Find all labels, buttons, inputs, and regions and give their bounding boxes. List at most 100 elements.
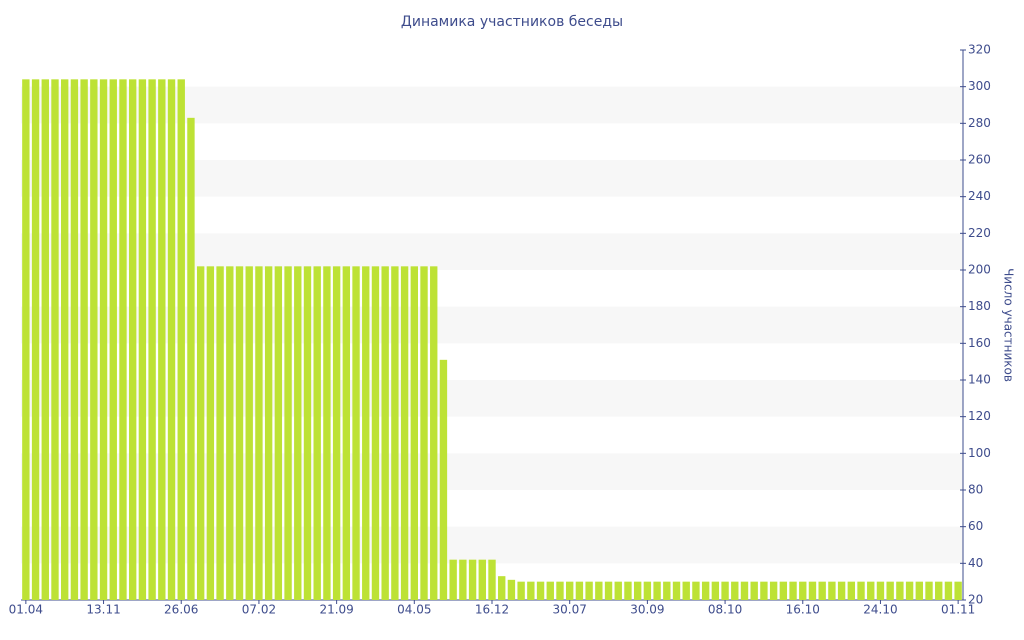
- bar: [731, 581, 739, 600]
- bar: [206, 266, 215, 600]
- bar: [614, 581, 622, 600]
- bar: [352, 266, 360, 600]
- y-tick-label: 200: [968, 263, 991, 277]
- bar: [264, 266, 273, 600]
- bar: [935, 581, 943, 600]
- bar: [342, 266, 351, 600]
- bar: [711, 581, 720, 600]
- bar: [187, 117, 195, 600]
- bar: [138, 79, 147, 601]
- x-tick-label: 16.10: [786, 603, 820, 617]
- bar: [556, 581, 564, 600]
- bar: [284, 266, 292, 600]
- bar: [575, 581, 584, 600]
- bar: [439, 359, 448, 600]
- x-tick-label: 26.06: [164, 603, 198, 617]
- y-tick-label: 20: [968, 593, 983, 607]
- bar: [653, 581, 661, 600]
- bar: [818, 581, 826, 600]
- y-tick-label: 280: [968, 116, 991, 130]
- x-tick-label: 24.10: [863, 603, 897, 617]
- bar: [905, 581, 914, 600]
- bar: [381, 266, 389, 600]
- bar: [128, 79, 137, 601]
- bar: [430, 266, 438, 600]
- bar: [517, 581, 525, 600]
- bar: [109, 79, 117, 601]
- bar: [624, 581, 632, 600]
- bar: [488, 559, 496, 600]
- y-tick-label: 240: [968, 189, 991, 203]
- bar: [323, 266, 331, 600]
- bar: [760, 581, 768, 600]
- x-tick-label: 30.09: [630, 603, 664, 617]
- bar: [857, 581, 865, 600]
- bar: [682, 581, 690, 600]
- y-tick-label: 220: [968, 226, 991, 240]
- y-tick-label: 80: [968, 483, 983, 497]
- bar: [954, 581, 962, 600]
- bar: [886, 581, 894, 600]
- bar: [595, 581, 603, 600]
- bar: [925, 581, 933, 600]
- bar: [692, 581, 700, 600]
- bar: [70, 79, 79, 601]
- y-tick-label: 100: [968, 446, 991, 460]
- bar: [80, 79, 88, 601]
- bar: [90, 79, 98, 601]
- bar: [410, 266, 418, 600]
- bar: [420, 266, 428, 600]
- bar: [507, 579, 516, 600]
- y-tick-label: 140: [968, 373, 991, 387]
- bar: [61, 79, 69, 601]
- bar: [245, 266, 253, 600]
- bar: [274, 266, 283, 600]
- bar: [148, 79, 156, 601]
- bar: [546, 581, 554, 600]
- bar: [808, 581, 817, 600]
- bar: [721, 581, 729, 600]
- bar: [604, 581, 613, 600]
- bar: [585, 581, 593, 600]
- bar: [235, 266, 244, 600]
- x-tick-label: 08.10: [708, 603, 742, 617]
- y-tick-label: 320: [968, 43, 991, 57]
- x-tick-label: 30.07: [553, 603, 587, 617]
- bar: [896, 581, 904, 600]
- x-tick-label: 04.05: [397, 603, 431, 617]
- bar: [750, 581, 758, 600]
- bar: [371, 266, 380, 600]
- bar: [799, 581, 807, 600]
- bar: [847, 581, 856, 600]
- bar: [789, 581, 797, 600]
- x-tick-label: 16.12: [475, 603, 509, 617]
- y-tick-label: 260: [968, 153, 991, 167]
- y-tick-label: 120: [968, 409, 991, 423]
- bar: [303, 266, 312, 600]
- y-tick-label: 180: [968, 299, 991, 313]
- y-tick-label: 40: [968, 556, 983, 570]
- bar: [527, 581, 535, 600]
- bar: [119, 79, 127, 601]
- bar: [167, 79, 176, 601]
- bar: [226, 266, 234, 600]
- bar: [177, 79, 185, 601]
- bar: [313, 266, 321, 600]
- bar: [31, 79, 40, 601]
- bar: [663, 581, 671, 600]
- bar: [99, 79, 108, 601]
- bar: [362, 266, 370, 600]
- x-tick-label: 01.04: [9, 603, 43, 617]
- bar: [332, 266, 341, 600]
- bar: [216, 266, 224, 600]
- bar: [400, 266, 409, 600]
- chart-title: Динамика участников беседы: [401, 14, 623, 30]
- bar: [701, 581, 710, 600]
- bar: [566, 581, 574, 600]
- bar: [468, 559, 477, 600]
- bar: [740, 581, 749, 600]
- bar: [391, 266, 399, 600]
- x-tick-label: 21.09: [319, 603, 353, 617]
- y-tick-label: 160: [968, 336, 991, 350]
